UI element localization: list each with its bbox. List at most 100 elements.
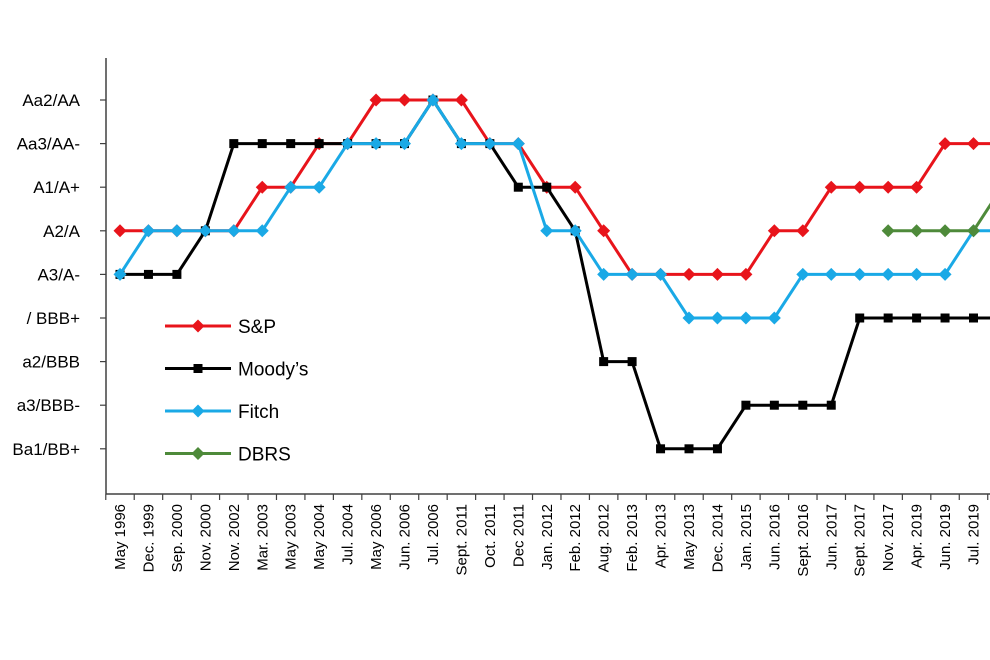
x-tick-label: Jan. 2015: [738, 504, 755, 570]
data-point: [542, 182, 552, 192]
legend-item: S&P: [165, 317, 276, 338]
legend: S&P Moody’s Fitch DBRS: [165, 317, 308, 466]
x-tick-group: May 1996 Dec. 1999 Sep. 2000 Nov. 2000 Nov. …: [105, 494, 989, 577]
data-point: [881, 180, 895, 194]
data-point: [170, 224, 184, 238]
data-point: [938, 137, 952, 151]
x-tick-label: Jul. 2006: [425, 504, 442, 565]
axes: [105, 58, 990, 495]
x-tick-label: Jan. 2012: [539, 504, 556, 570]
x-tick-label: Nov. 2000: [197, 504, 214, 571]
legend-label: S&P: [238, 317, 276, 338]
data-point: [286, 139, 296, 149]
data-point: [767, 311, 781, 325]
data-point: [855, 313, 865, 323]
legend-label: Moody’s: [238, 360, 308, 381]
legend-label: Fitch: [238, 402, 279, 423]
data-point: [227, 224, 241, 238]
x-tick-label: Jul. 2019: [966, 504, 983, 565]
y-tick-group: Ba1/BB+ a3/BBB-a2/BBB / BBB+ A3/A- A2/A A1/A+…: [12, 91, 106, 459]
y-tick-label: A2/A: [43, 222, 81, 241]
data-point: [796, 267, 810, 281]
data-point: [684, 444, 694, 454]
data-point: [739, 267, 753, 281]
y-tick-label: a3/BBB-: [17, 396, 80, 415]
y-tick-label: A3/A-: [37, 265, 80, 284]
y-tick-label: Aa3/AA-: [17, 135, 80, 154]
x-tick-label: May 1996: [112, 504, 129, 570]
data-point: [172, 269, 182, 279]
data-point: [826, 400, 836, 410]
data-point: [568, 224, 582, 238]
data-point: [312, 180, 326, 194]
legend-swatch-marker: [191, 404, 205, 418]
data-point: [597, 267, 611, 281]
x-tick-label: Jun. 2019: [937, 504, 954, 570]
legend-item: Moody’s: [165, 360, 308, 381]
series-dbrs: [881, 202, 990, 238]
data-point: [883, 313, 893, 323]
data-point: [710, 311, 724, 325]
x-tick-label: Mar. 2003: [254, 504, 271, 571]
x-tick-label: Jun. 2017: [823, 504, 840, 570]
data-point: [454, 137, 468, 151]
data-point: [912, 313, 922, 323]
data-point: [229, 139, 239, 149]
data-point: [938, 267, 952, 281]
x-tick-label: Dec 2011: [510, 504, 527, 567]
data-point: [511, 137, 525, 151]
data-point: [853, 267, 867, 281]
data-point: [767, 224, 781, 238]
series-fitch: [113, 93, 990, 325]
data-point: [910, 180, 924, 194]
legend-swatch-marker: [193, 364, 203, 373]
data-point: [540, 224, 554, 238]
data-point: [314, 139, 324, 149]
legend-label: DBRS: [238, 445, 291, 466]
x-tick-label: Nov. 2017: [880, 504, 897, 571]
data-point: [284, 180, 298, 194]
data-point: [341, 137, 355, 151]
legend-item: Fitch: [165, 402, 279, 423]
y-tick-label: A1/A+: [33, 178, 80, 197]
x-tick-label: Nov. 2002: [226, 504, 243, 571]
series-layer: [113, 93, 990, 454]
data-point: [113, 224, 127, 238]
data-point: [967, 137, 980, 151]
y-tick-label: Ba1/BB+: [12, 440, 80, 459]
data-point: [454, 93, 468, 107]
data-point: [969, 313, 978, 323]
data-point: [739, 311, 753, 325]
x-tick-label: Apr. 2013: [653, 504, 670, 568]
x-tick-label: Apr. 2019: [909, 504, 926, 568]
data-point: [824, 180, 838, 194]
series-line: [118, 98, 990, 320]
data-point: [599, 357, 609, 367]
data-point: [398, 137, 411, 151]
data-point: [853, 180, 867, 194]
x-tick-label: May 2013: [681, 504, 698, 570]
x-tick-label: Feb. 2012: [567, 504, 584, 572]
series-line: [120, 98, 990, 451]
x-tick-label: Sept. 2016: [795, 504, 812, 577]
series-s-p: [113, 93, 990, 281]
data-point: [143, 269, 153, 279]
x-tick-label: May 2004: [311, 504, 328, 570]
data-point: [910, 224, 924, 238]
data-point: [712, 444, 722, 454]
x-tick-label: Jun. 2016: [766, 504, 783, 570]
data-point: [938, 224, 952, 238]
data-point: [568, 180, 582, 194]
x-tick-label: Sept. 2011: [453, 504, 470, 575]
x-tick-label: May 2003: [283, 504, 300, 570]
x-tick-label: Jun. 2006: [397, 504, 414, 570]
data-point: [113, 267, 127, 281]
series-line: [888, 202, 990, 233]
data-point: [625, 267, 639, 281]
x-tick-label: May 2006: [368, 504, 385, 570]
data-point: [597, 224, 611, 238]
data-point: [369, 93, 383, 107]
y-tick-label: a2/BBB: [22, 353, 80, 372]
data-point: [881, 224, 895, 238]
